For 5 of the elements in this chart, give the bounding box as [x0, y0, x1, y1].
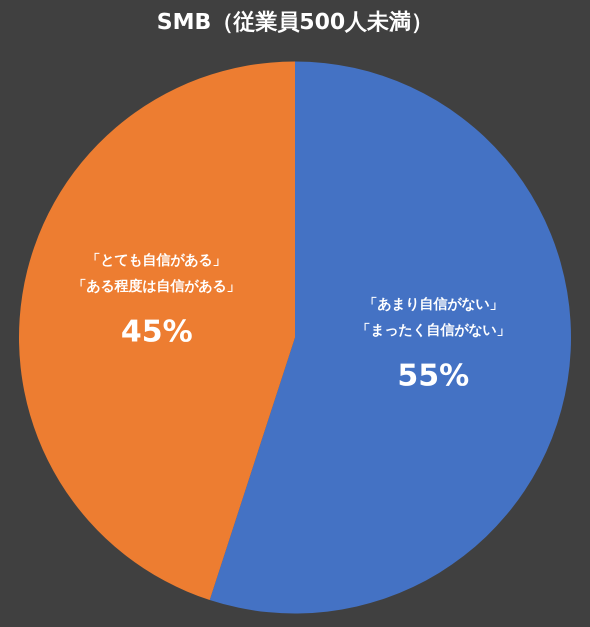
slice-label: 「とても自信がある」「ある程度は自信がある」	[72, 252, 241, 295]
data-label: 45%	[120, 314, 193, 350]
slice-label: 「あまり自信がない」「まったく自信がない」	[356, 296, 510, 338]
data-label: 55%	[397, 358, 470, 394]
chart-title: SMB（従業員500人未満）	[156, 10, 434, 35]
